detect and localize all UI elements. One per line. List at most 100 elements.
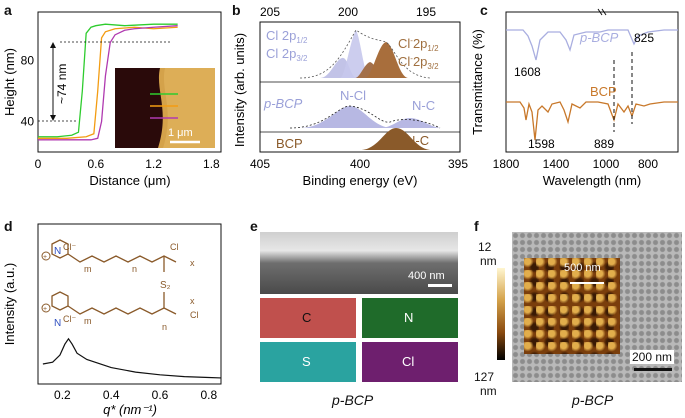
colorbar-top-unit: nm <box>480 254 497 268</box>
sem-cross-section: 400 nm <box>260 232 458 294</box>
panel-e-caption: p-BCP <box>332 392 374 408</box>
svg-text:m: m <box>84 264 92 274</box>
svg-text:Cl-2p1/2: Cl-2p1/2 <box>398 36 439 53</box>
a-xtick: 0 <box>35 157 42 171</box>
panel-a-chart: ~74 nm 1 μm 0 0.6 1.2 1.8 40 80 Distance (μm)… <box>2 11 222 188</box>
panel-e-letter: e <box>250 218 258 234</box>
svg-text:N: N <box>54 246 61 257</box>
afm-scale-label: 1 μm <box>168 127 193 139</box>
d-ylabel: Intensity (a.u.) <box>2 263 17 345</box>
svg-text:N: N <box>54 318 61 329</box>
a-xlabel: Distance (μm) <box>89 173 170 188</box>
svg-text:Cl: Cl <box>170 242 179 252</box>
polymer-structure <box>51 239 177 315</box>
a-ytick: 40 <box>21 115 35 129</box>
svg-text:Cl 2p1/2: Cl 2p1/2 <box>266 28 308 45</box>
panel-b-letter: b <box>232 2 241 18</box>
a-ylabel: Height (nm) <box>2 48 17 116</box>
height-annotation: ~74 nm <box>55 64 69 104</box>
afm-height-inset: 500 nm <box>524 258 620 354</box>
eds-map-cl: Cl <box>362 342 458 382</box>
afm-inset-scale-bar <box>570 282 604 284</box>
c-peak-889: 889 <box>594 137 614 151</box>
c-tick-1000: 1000 <box>593 157 620 171</box>
eds-map-n-label: N <box>404 310 414 325</box>
b-mid-sample: p-BCP <box>263 96 303 111</box>
afm-inset-scale-label: 500 nm <box>564 262 601 274</box>
c-peak-825: 825 <box>634 31 654 45</box>
nc-peak-bottom <box>360 128 430 150</box>
c-peak-1608: 1608 <box>514 65 541 79</box>
panel-f-caption: p-BCP <box>572 392 614 408</box>
panel-c-letter: c <box>480 2 488 18</box>
c-ylabel: Transmittance (%) <box>470 29 485 135</box>
nc-peak-mid <box>380 118 440 128</box>
afm-inset: 1 μm <box>115 68 215 148</box>
b-mid-peak1: N-Cl <box>340 88 366 103</box>
eds-map-c: C <box>260 298 356 338</box>
panel-f-letter: f <box>474 218 479 234</box>
eds-map-n: N <box>362 298 458 338</box>
eds-map-s: S <box>260 342 356 382</box>
panel-c-chart: p-BCP BCP 1608 825 1598 889 1800 1400 10… <box>470 8 679 188</box>
a-xtick: 1.8 <box>203 157 220 171</box>
pbcp-spectrum <box>506 29 678 61</box>
c-series-pbcp: p-BCP <box>579 30 619 45</box>
svg-text:+: + <box>43 306 47 313</box>
svg-text:Cl-2p3/2: Cl-2p3/2 <box>398 54 439 71</box>
eds-map-s-label: S <box>302 354 311 369</box>
c-tick-1800: 1800 <box>493 157 520 171</box>
b-tick-405: 405 <box>250 157 270 171</box>
svg-text:+: + <box>43 254 47 261</box>
colorbar-bottom-value: 127 <box>474 370 495 384</box>
d-xtick: 0.4 <box>103 388 120 402</box>
svg-text:x: x <box>190 296 195 306</box>
panel-d-chart: + + N Cl⁻ m n Cl x S₂ N Cl⁻ m n Cl x 0.2… <box>2 223 222 417</box>
d-xtick: 0.6 <box>152 388 169 402</box>
tem-scale-bar <box>634 368 672 371</box>
b-top-tick-205: 205 <box>260 5 280 19</box>
b-tick-395: 395 <box>448 157 468 171</box>
d-xtick: 0.2 <box>54 388 71 402</box>
a-ytick: 80 <box>21 54 35 68</box>
a-xtick: 0.6 <box>87 157 104 171</box>
cl-anion-peak-2 <box>365 42 408 78</box>
colorbar-bottom-unit: nm <box>480 384 497 398</box>
svg-text:Cl: Cl <box>190 310 199 320</box>
bcp-spectrum <box>506 101 678 141</box>
c-series-bcp: BCP <box>590 84 617 99</box>
c-xlabel: Wavelength (nm) <box>543 173 642 188</box>
b-tick-400: 400 <box>350 157 370 171</box>
saxs-curve <box>42 337 222 379</box>
tem-image: 500 nm 200 nm <box>512 232 682 382</box>
eds-map-cl-label: Cl <box>402 354 415 369</box>
svg-text:x: x <box>190 258 195 268</box>
colorbar <box>497 268 505 360</box>
a-xtick: 1.2 <box>145 157 162 171</box>
c-peak-1598: 1598 <box>528 137 555 151</box>
svg-text:Cl⁻: Cl⁻ <box>63 242 76 252</box>
svg-text:Cl 2p3/2: Cl 2p3/2 <box>266 46 308 63</box>
panel-a-letter: a <box>4 2 12 18</box>
svg-text:n: n <box>162 322 167 332</box>
b-bot-peak: N-C <box>406 133 429 148</box>
sem-scale-label: 400 nm <box>408 270 445 282</box>
c-tick-800: 800 <box>638 157 658 171</box>
height-profile-purple <box>38 25 178 141</box>
panel-b-chart: 205 200 195 Cl 2p1/2 Cl 2p3/2 Cl-2p1/2 C… <box>232 5 468 188</box>
c-tick-1400: 1400 <box>543 157 570 171</box>
b-xlabel: Binding energy (eV) <box>303 173 418 188</box>
cl-peak-2 <box>340 30 370 78</box>
d-xtick: 0.8 <box>200 388 217 402</box>
eds-map-c-label: C <box>302 310 312 325</box>
b-top-tick-200: 200 <box>338 5 358 19</box>
height-profile-green <box>38 23 178 138</box>
svg-text:m: m <box>84 316 92 326</box>
b-ylabel: Intensity (arb. units) <box>232 33 247 147</box>
svg-text:Cl⁻: Cl⁻ <box>63 314 76 324</box>
b-bot-sample: BCP <box>276 136 303 151</box>
panel-d-letter: d <box>4 218 13 234</box>
colorbar-top-value: 12 <box>478 240 492 254</box>
b-top-tick-195: 195 <box>416 5 436 19</box>
svg-text:S₂: S₂ <box>160 280 171 291</box>
